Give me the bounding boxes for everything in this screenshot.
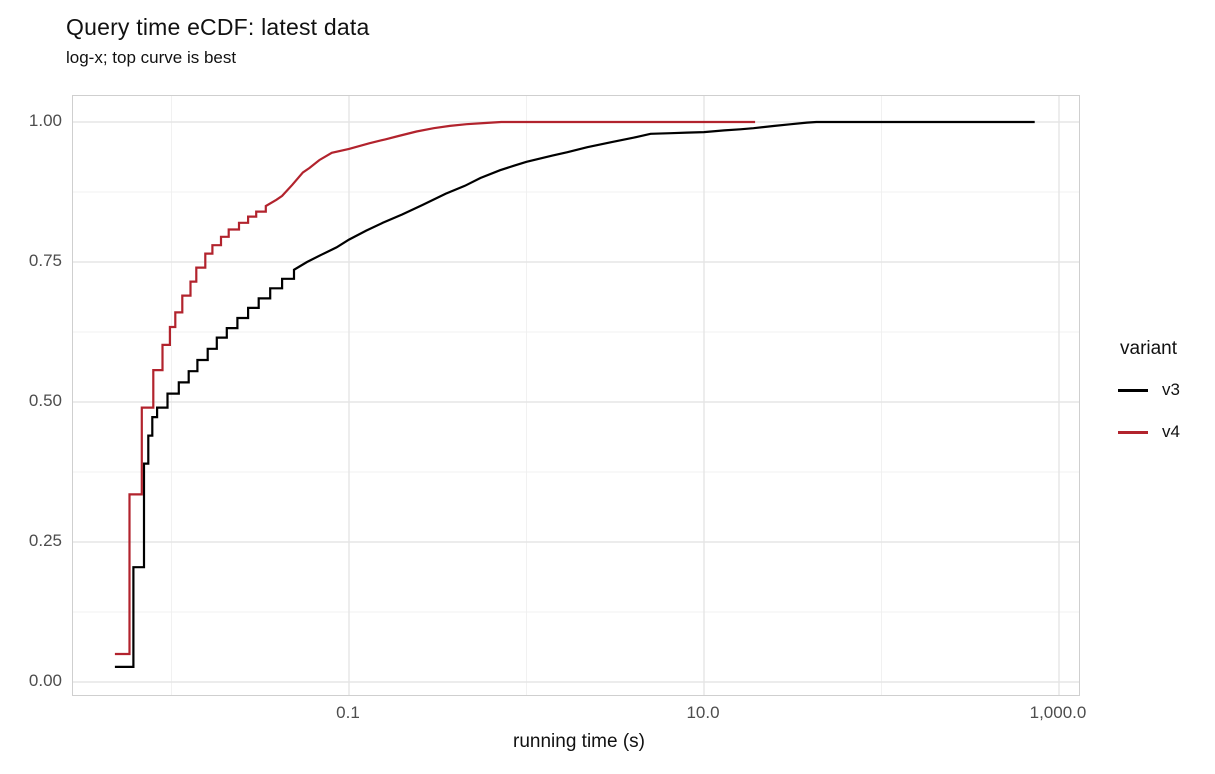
y-tick-label-0.00: 0.00: [28, 671, 62, 690]
x-axis-title: running time (s): [513, 731, 645, 752]
x-tick-label-10.0: 10.0: [686, 703, 720, 722]
plot-panel: [72, 95, 1080, 696]
ecdf-curve-v3: [114, 120, 1035, 669]
legend-key-line-v4: [1118, 430, 1148, 434]
legend: variant v3 v4: [1118, 338, 1213, 460]
y-tick-label-1.00: 1.00: [28, 111, 62, 130]
legend-label-v4: v4: [1162, 422, 1180, 441]
x-tick-label-1,000.0: 1,000.0: [1029, 703, 1087, 722]
ecdf-curve-v4: [114, 120, 756, 656]
legend-key-line-v3: [1118, 388, 1148, 392]
chart-title: Query time eCDF: latest data: [66, 14, 370, 40]
legend-item-v4: v4: [1118, 418, 1213, 446]
y-tick-label-0.75: 0.75: [28, 251, 62, 270]
ecdf-plot-svg: [73, 96, 1079, 695]
y-tick-label-0.25: 0.25: [28, 531, 62, 550]
legend-title: variant: [1120, 338, 1178, 359]
y-tick-label-0.50: 0.50: [28, 391, 62, 410]
legend-item-v3: v3: [1118, 376, 1213, 404]
x-tick-label-0.1: 0.1: [336, 703, 360, 722]
legend-label-v3: v3: [1162, 380, 1180, 399]
legend-items: v3 v4: [1118, 376, 1213, 446]
chart-subtitle: log-x; top curve is best: [66, 48, 237, 67]
